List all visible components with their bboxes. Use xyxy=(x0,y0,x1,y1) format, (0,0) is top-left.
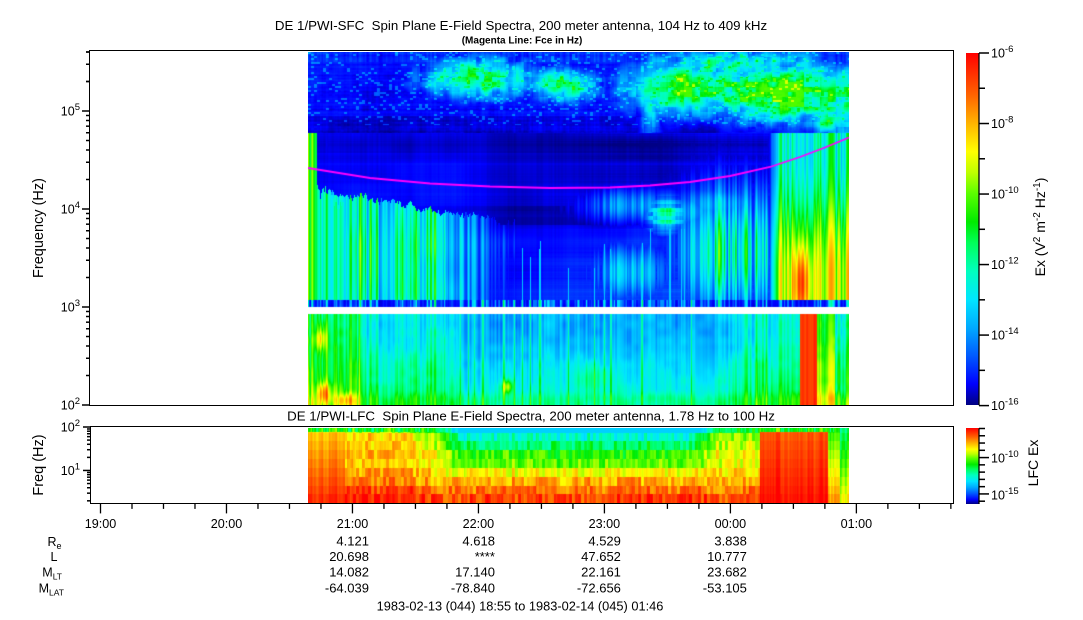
svg-text:105: 105 xyxy=(61,102,80,119)
svg-text:20.698: 20.698 xyxy=(329,549,369,564)
svg-text:1983-02-13 (044) 18:55 to 1983: 1983-02-13 (044) 18:55 to 1983-02-14 (04… xyxy=(377,599,664,614)
svg-text:21:00: 21:00 xyxy=(337,517,369,531)
svg-text:101: 101 xyxy=(61,461,80,478)
svg-text:-78.840: -78.840 xyxy=(451,581,495,596)
svg-text:10-15: 10-15 xyxy=(991,486,1019,503)
svg-text:10-10: 10-10 xyxy=(991,185,1019,202)
svg-text:19:00: 19:00 xyxy=(85,517,117,531)
svg-text:102: 102 xyxy=(61,396,80,413)
svg-text:17.140: 17.140 xyxy=(455,565,495,580)
svg-text:3.838: 3.838 xyxy=(714,534,747,549)
svg-text:10-8: 10-8 xyxy=(991,115,1013,132)
svg-text:104: 104 xyxy=(61,200,80,217)
svg-text:Freq (Hz): Freq (Hz) xyxy=(31,434,47,495)
svg-text:102: 102 xyxy=(61,418,80,435)
svg-text:10-6: 10-6 xyxy=(991,44,1013,61)
svg-text:10-10: 10-10 xyxy=(991,449,1019,466)
svg-text:10-16: 10-16 xyxy=(991,397,1019,414)
svg-text:-53.105: -53.105 xyxy=(703,581,747,596)
svg-text:00:00: 00:00 xyxy=(715,517,747,531)
svg-text:-72.656: -72.656 xyxy=(577,581,621,596)
svg-text:4.529: 4.529 xyxy=(588,534,621,549)
svg-text:****: **** xyxy=(475,549,495,564)
svg-text:20:00: 20:00 xyxy=(211,517,243,531)
svg-text:22.161: 22.161 xyxy=(581,565,621,580)
svg-text:DE 1/PWI-LFC Spin Plane E-Fie: DE 1/PWI-LFC Spin Plane E-Field Spectra,… xyxy=(287,409,775,424)
svg-text:(Magenta Line: Fce in Hz): (Magenta Line: Fce in Hz) xyxy=(462,36,583,47)
svg-text:103: 103 xyxy=(61,298,80,315)
svg-text:DE 1/PWI-SFC Spin Plane E-Fie: DE 1/PWI-SFC Spin Plane E-Field Spectra,… xyxy=(275,18,767,33)
svg-text:Re: Re xyxy=(47,535,61,551)
svg-text:23.682: 23.682 xyxy=(707,565,747,580)
svg-text:01:00: 01:00 xyxy=(841,517,873,531)
svg-text:10.777: 10.777 xyxy=(707,549,747,564)
svg-text:Frequency (Hz): Frequency (Hz) xyxy=(31,178,47,278)
svg-text:10-12: 10-12 xyxy=(991,256,1019,273)
svg-text:-64.039: -64.039 xyxy=(325,581,369,596)
svg-text:22:00: 22:00 xyxy=(463,517,495,531)
svg-text:10-14: 10-14 xyxy=(991,326,1019,343)
svg-text:Ex (V2 m-2 Hz-1): Ex (V2 m-2 Hz-1) xyxy=(1032,178,1048,277)
svg-text:14.082: 14.082 xyxy=(329,565,369,580)
svg-text:23:00: 23:00 xyxy=(589,517,621,531)
svg-text:MLAT: MLAT xyxy=(39,582,64,598)
svg-text:4.121: 4.121 xyxy=(336,534,369,549)
svg-text:LFC Ex: LFC Ex xyxy=(1025,440,1041,487)
svg-text:47.652: 47.652 xyxy=(581,549,621,564)
svg-text:MLT: MLT xyxy=(42,566,62,582)
svg-text:L: L xyxy=(51,550,58,564)
svg-text:4.618: 4.618 xyxy=(462,534,495,549)
